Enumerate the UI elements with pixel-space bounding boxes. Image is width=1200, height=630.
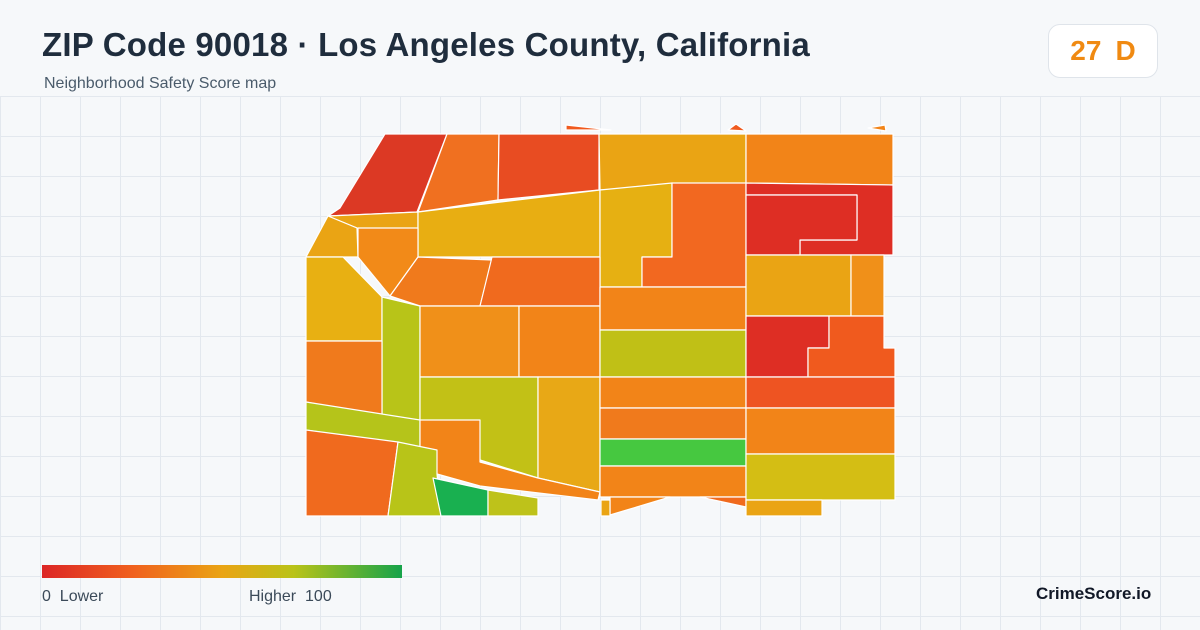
legend-max-value: 100 xyxy=(305,588,332,605)
map-region[interactable] xyxy=(599,407,747,440)
score-grade: D xyxy=(1115,35,1136,66)
map-region[interactable] xyxy=(609,496,671,516)
map-region[interactable] xyxy=(518,305,601,378)
map-region[interactable] xyxy=(600,499,611,517)
score-badge: 27 D xyxy=(1048,24,1158,78)
map-region[interactable] xyxy=(745,453,896,501)
map-region[interactable] xyxy=(745,254,852,317)
map-region[interactable] xyxy=(537,376,601,493)
map-region[interactable] xyxy=(867,124,887,132)
map-region[interactable] xyxy=(745,499,823,517)
map-region[interactable] xyxy=(599,376,747,409)
brand-logo-text[interactable]: CrimeScore.io xyxy=(1036,584,1152,603)
map-region[interactable] xyxy=(565,124,612,131)
score-value: 27 xyxy=(1070,35,1102,66)
map-region[interactable] xyxy=(850,254,885,317)
page-title: ZIP Code 90018 · Los Angeles County, Cal… xyxy=(42,26,810,63)
map-region[interactable] xyxy=(487,489,539,517)
map-region[interactable] xyxy=(727,123,747,132)
legend-low-text: Lower xyxy=(59,588,104,605)
legend-min-value: 0 xyxy=(42,588,51,605)
page-subtitle: Neighborhood Safety Score map xyxy=(44,75,277,92)
map-region[interactable] xyxy=(745,376,896,409)
map-region[interactable] xyxy=(599,286,747,331)
legend-gradient-bar xyxy=(42,565,402,578)
map-region[interactable] xyxy=(419,305,520,378)
legend-max-label: Higher 100 xyxy=(249,588,332,606)
map-region[interactable] xyxy=(745,407,896,455)
header-band xyxy=(0,0,1200,96)
map-region[interactable] xyxy=(598,133,747,191)
map-region[interactable] xyxy=(599,465,747,498)
map-region[interactable] xyxy=(599,329,747,378)
legend-min-label: 0 Lower xyxy=(42,588,103,606)
map-region[interactable] xyxy=(497,133,600,201)
map-region[interactable] xyxy=(479,256,601,307)
map-region[interactable] xyxy=(599,438,747,467)
map-region[interactable] xyxy=(305,429,399,517)
legend-high-text: Higher xyxy=(249,588,297,605)
map-region[interactable] xyxy=(699,496,747,508)
map-region[interactable] xyxy=(745,133,894,186)
